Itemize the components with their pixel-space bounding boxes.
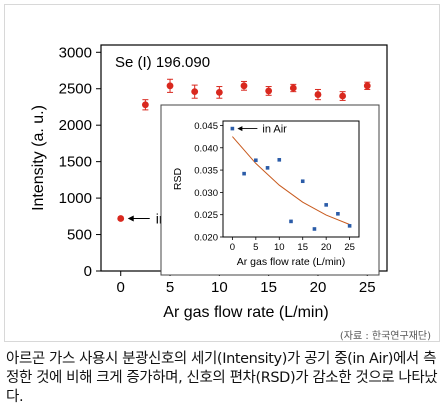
inset-y-axis-label: RSD [172,167,184,190]
inset-data-point [289,219,293,224]
inset-box [160,104,380,276]
inset-data-point [277,158,282,162]
inset-y-tick-label: 0.045 [194,121,218,132]
inset-data-point [300,179,305,184]
main-data-point [240,82,248,90]
inset-y-tick-label: 0.020 [194,233,218,244]
inset-x-tick-label: 10 [274,242,285,253]
main-y-tick-label: 2500 [59,81,92,98]
inset-legend-arrowhead [237,126,243,132]
inset-x-tick-label: 15 [297,242,308,253]
main-y-tick-label: 1500 [59,154,92,171]
main-y-tick-label: 500 [67,227,92,244]
main-data-point [191,88,199,96]
main-data-point [339,92,347,100]
inset-x-tick-label: 25 [344,242,355,253]
main-y-axis-label: Intensity (a. u.) [30,105,47,211]
main-data-point [363,82,371,90]
inset-data-point [347,224,352,228]
caption: 아르곤 가스 사용시 분광신호의 세기(Intensity)가 공기 중(in … [6,351,438,405]
main-x-tick-label: 25 [359,279,376,296]
main-data-point [215,88,223,96]
inset-y-tick-label: 0.035 [194,166,218,177]
inset-data-point [324,203,328,207]
inset-data-point [242,171,246,176]
main-y-tick-label: 1000 [59,190,92,207]
main-data-point [314,91,322,98]
inset-x-axis-label: Ar gas flow rate (L/min) [237,256,346,268]
chart-annotation: Se (I) 196.090 [115,54,210,71]
main-x-tick-label: 10 [211,279,228,296]
main-x-tick-label: 20 [310,279,327,296]
main-x-axis-label: Ar gas flow rate (L/min) [163,304,328,321]
main-y-tick-label: 0 [84,263,92,280]
main-y-tick-label: 2000 [59,117,92,134]
inset-data-point [312,227,317,231]
chart: 0 5 10 15 20 25 0 500 1000 1500 2000 2500 3000 Ar gas… [30,44,388,321]
main-x-tick-label: 5 [166,279,174,296]
main-x-tick-label: 0 [117,279,125,296]
inset-x-tick-label: 0 [230,242,235,253]
main-data-point [141,101,149,109]
inset-y-tick-label: 0.030 [194,188,218,199]
figure-panel: 0 5 10 15 20 25 0 500 1000 1500 2000 2500 3000 Ar gas… [4,4,440,342]
inset-data-point [265,166,270,170]
inset-data-point [336,212,340,216]
inset-y-tick-label: 0.040 [194,143,218,154]
main-y-tick-label: 3000 [59,44,92,61]
inset-legend-label: in Air [262,124,287,136]
inset-fit-curve [232,136,350,225]
inset-x-tick-label: 20 [321,242,332,253]
inset-plot-frame [222,120,360,238]
source-note: (자료 : 한국연구재단) [339,331,431,342]
inset-y-tick-label: 0.025 [194,210,218,221]
inset-data-point [230,126,235,131]
main-legend-arrowhead [127,215,134,222]
main-data-point [289,84,297,92]
inset-data-point [254,158,258,163]
main-data-point [166,82,174,90]
main-data-point [265,87,273,95]
main-data-point [117,215,125,222]
main-x-tick-label: 15 [260,279,277,296]
inset-x-tick-label: 5 [253,242,258,253]
